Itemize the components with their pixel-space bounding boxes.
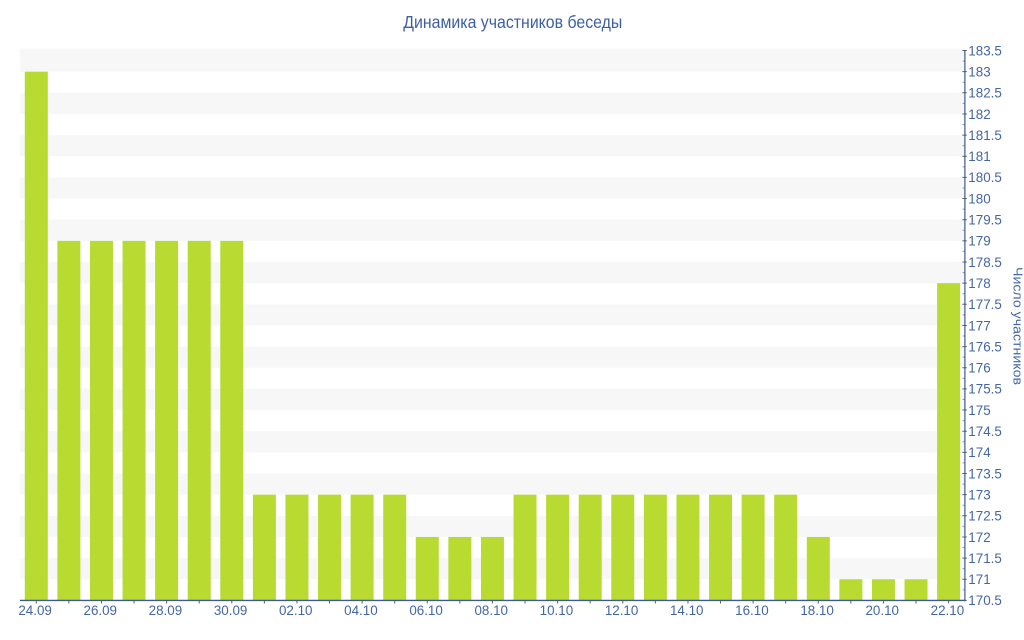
svg-text:181: 181 [968,149,990,164]
svg-text:183.5: 183.5 [968,43,1002,58]
svg-text:176: 176 [968,361,990,376]
svg-text:174.5: 174.5 [968,424,1002,439]
svg-text:08.10: 08.10 [474,603,508,618]
svg-text:173.5: 173.5 [968,466,1002,481]
svg-text:179: 179 [968,234,990,249]
svg-text:175: 175 [968,403,990,418]
svg-text:Число участников: Число участников [1010,267,1024,385]
svg-text:18.10: 18.10 [800,603,834,618]
svg-text:182: 182 [968,107,990,122]
svg-text:24.09: 24.09 [18,603,52,618]
svg-text:16.10: 16.10 [735,603,769,618]
svg-text:30.09: 30.09 [214,603,248,618]
svg-text:28.09: 28.09 [149,603,183,618]
svg-text:177.5: 177.5 [968,297,1002,312]
svg-text:182.5: 182.5 [968,86,1002,101]
svg-text:20.10: 20.10 [865,603,899,618]
svg-text:171.5: 171.5 [968,551,1002,566]
svg-text:181.5: 181.5 [968,128,1002,143]
svg-text:174: 174 [968,445,991,460]
svg-text:26.09: 26.09 [84,603,118,618]
svg-text:22.10: 22.10 [931,603,965,618]
svg-text:12.10: 12.10 [605,603,639,618]
svg-text:14.10: 14.10 [670,603,704,618]
svg-text:172: 172 [968,530,990,545]
svg-text:10.10: 10.10 [540,603,574,618]
svg-text:178: 178 [968,276,990,291]
svg-text:175.5: 175.5 [968,382,1002,397]
svg-text:178.5: 178.5 [968,255,1002,270]
svg-text:179.5: 179.5 [968,213,1002,228]
svg-text:171: 171 [968,572,990,587]
svg-text:04.10: 04.10 [344,603,378,618]
svg-text:180.5: 180.5 [968,170,1002,185]
svg-text:02.10: 02.10 [279,603,313,618]
svg-text:180: 180 [968,191,990,206]
svg-text:172.5: 172.5 [968,509,1002,524]
svg-text:06.10: 06.10 [409,603,443,618]
svg-text:170.5: 170.5 [968,593,1002,608]
svg-text:Динамика участников беседы: Динамика участников беседы [403,12,622,32]
svg-text:183: 183 [968,64,990,79]
svg-text:173: 173 [968,487,990,502]
svg-text:176.5: 176.5 [968,339,1002,354]
svg-text:177: 177 [968,318,990,333]
